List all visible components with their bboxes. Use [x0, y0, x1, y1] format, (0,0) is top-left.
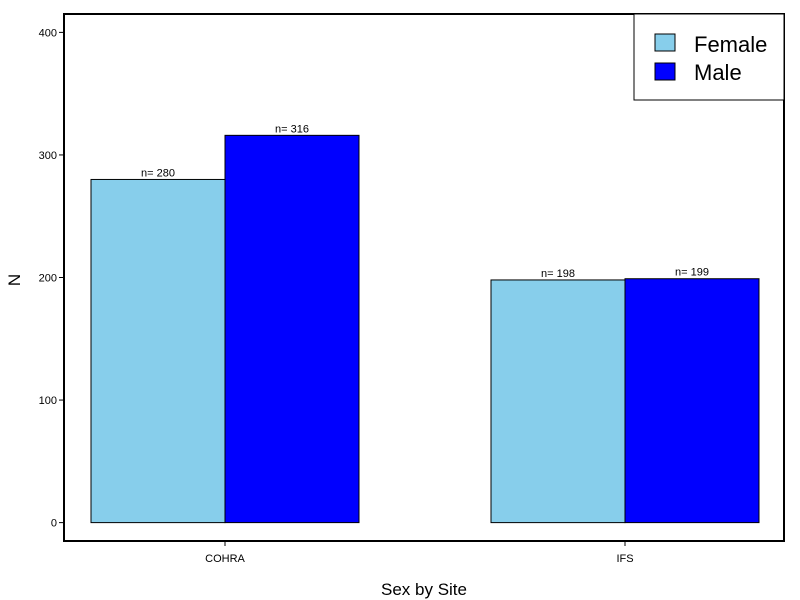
- data-label-cohra-male: n= 316: [275, 123, 309, 135]
- y-tick-label: 100: [39, 395, 57, 407]
- legend: Female Male: [633, 13, 785, 101]
- data-labels-group: n= 280 n= 316 n= 198 n= 199: [141, 123, 709, 280]
- data-label-cohra-female: n= 280: [141, 167, 175, 179]
- bar-cohra-male: [224, 134, 360, 524]
- legend-label-male: Male: [694, 60, 742, 85]
- bars-group: [90, 134, 760, 524]
- legend-box: [633, 13, 785, 101]
- x-axis: COHRA IFS: [205, 541, 634, 565]
- data-label-ifs-female: n= 198: [541, 268, 575, 280]
- x-axis-title: Sex by Site: [381, 580, 467, 599]
- x-tick-label: COHRA: [205, 553, 245, 565]
- y-tick-label: 200: [39, 273, 57, 285]
- bar-ifs-male: [624, 278, 760, 524]
- y-tick-label: 400: [39, 27, 57, 39]
- x-tick-label: IFS: [616, 553, 633, 565]
- legend-swatch-female: [654, 33, 676, 52]
- y-tick-label: 300: [39, 150, 57, 162]
- y-axis-title: N: [5, 274, 24, 286]
- bar-ifs-female: [490, 279, 626, 524]
- legend-label-female: Female: [694, 32, 767, 57]
- data-label-ifs-male: n= 199: [675, 267, 709, 279]
- y-tick-label: 0: [51, 518, 57, 530]
- y-axis: 0 100 200 300 400: [39, 27, 64, 530]
- legend-swatch-male: [654, 62, 676, 81]
- bar-cohra-female: [90, 178, 226, 524]
